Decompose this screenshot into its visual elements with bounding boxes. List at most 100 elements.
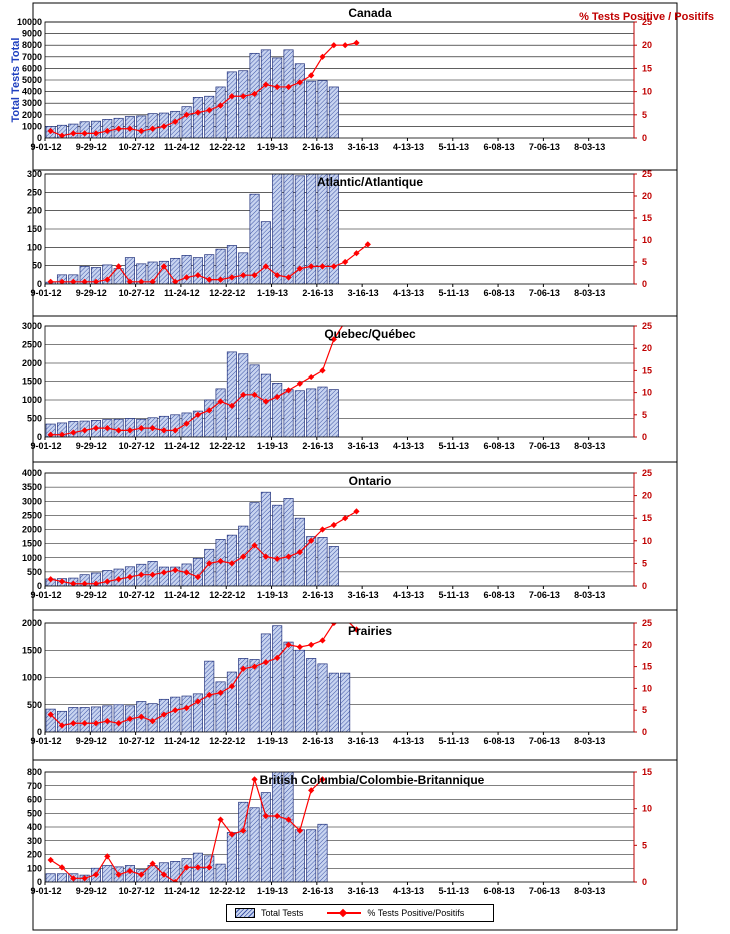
bar [340, 672, 351, 732]
legend-line-swatch [327, 909, 362, 917]
y-tick-label: 600 [27, 795, 42, 805]
chart-title: Canada [348, 6, 392, 20]
y-tick-label: 800 [27, 767, 42, 777]
pct-marker [70, 130, 77, 137]
pct-marker [319, 263, 326, 270]
bar [170, 414, 181, 437]
panel-frame [32, 609, 678, 761]
y-tick-label: 9000 [22, 29, 42, 39]
x-tick-label: 12-22-12 [209, 590, 245, 600]
pct-marker [47, 431, 54, 437]
panel-2: 0 500 1000 1500 2000 2500 3000 0 5 10 15 20 25 9-01-1… [22, 315, 678, 463]
bar [192, 257, 203, 284]
bar [90, 267, 101, 284]
bar [294, 649, 305, 732]
y-tick-label: 0 [37, 279, 42, 289]
x-tick-label: 4-13-13 [393, 288, 424, 298]
y2-tick-label: 15 [642, 767, 652, 777]
pct-marker [240, 553, 247, 560]
x-tick-label: 1-19-13 [257, 736, 288, 746]
pct-marker [262, 398, 269, 405]
bar [192, 410, 203, 437]
legend-item-total-tests: Total Tests [235, 908, 303, 918]
pct-marker [70, 875, 77, 882]
x-tick-label: 3-16-13 [348, 288, 379, 298]
pct-marker [319, 526, 326, 533]
panel-frame [32, 169, 678, 317]
y-tick-label: 10000 [17, 17, 42, 27]
y2-tick-label: 20 [642, 191, 652, 201]
x-tick-label: 10-27-12 [119, 736, 155, 746]
pct-marker [194, 864, 202, 871]
bar [249, 659, 260, 732]
bar [328, 86, 339, 138]
x-tick-label: 8-03-13 [574, 142, 605, 152]
x-tick-label: 7-06-13 [529, 288, 560, 298]
panel-4: 0 500 1000 1500 2000 0 5 10 15 20 25 9-01-12 9-29-12… [22, 609, 678, 761]
pct-marker [104, 578, 111, 585]
y2-tick-label: 20 [642, 640, 652, 650]
bar [226, 245, 237, 284]
x-tick-label: 7-06-13 [529, 441, 560, 451]
y-tick-label: 1000 [22, 395, 42, 405]
pct-marker [115, 576, 122, 583]
pct-series [47, 623, 360, 729]
x-tick-label: 6-08-13 [484, 288, 515, 298]
bar [306, 80, 317, 138]
y2-tick-label: 0 [642, 133, 647, 143]
pct-marker [149, 571, 156, 578]
y-tick-label: 300 [27, 169, 42, 179]
pct-marker [194, 573, 202, 581]
panel-1: 0 50 100 150 200 250 300 0 5 10 15 20 25 9-01-12 9-29-… [27, 169, 678, 317]
y2-tick-label: 25 [642, 169, 652, 179]
pct-marker [126, 125, 134, 132]
x-tick-label: 2-16-13 [302, 142, 333, 152]
bar-series [45, 772, 328, 882]
y2-tick-label: 10 [642, 388, 652, 398]
pct-marker [330, 623, 337, 627]
y-tick-label: 0 [37, 133, 42, 143]
bar [204, 399, 215, 437]
x-tick-label: 1-19-13 [257, 142, 288, 152]
pct-marker [274, 654, 281, 661]
chart-panels: 0100020003000400050006000700080009000100… [10, 2, 714, 931]
y2-tick-label: 0 [642, 581, 647, 591]
pct-marker [285, 387, 292, 394]
pct-marker [296, 827, 303, 834]
x-tick-label: 11-24-12 [164, 590, 200, 600]
bar [306, 174, 317, 284]
pct-marker [92, 130, 100, 137]
x-tick-label: 7-06-13 [529, 142, 560, 152]
bar [283, 174, 294, 284]
pct-marker [228, 93, 236, 100]
y-tick-label: 0 [37, 727, 42, 737]
y-tick-label: 500 [27, 700, 42, 710]
x-tick-label: 12-22-12 [209, 142, 245, 152]
x-tick-label: 1-19-13 [257, 288, 288, 298]
pct-marker [285, 274, 292, 281]
y-tick-label: 500 [27, 808, 42, 818]
pct-marker [115, 125, 122, 132]
bar [249, 364, 260, 437]
x-tick-label: 9-29-12 [76, 736, 107, 746]
bar [204, 548, 215, 586]
bar-series [45, 174, 339, 284]
pct-marker [228, 831, 236, 838]
x-tick-label: 4-13-13 [393, 736, 424, 746]
y-tick-label: 2500 [22, 510, 42, 520]
pct-marker [240, 665, 247, 672]
pct-marker [251, 391, 258, 398]
y-tick-label: 250 [27, 187, 42, 197]
bar [272, 772, 283, 882]
panel-0: 0100020003000400050006000700080009000100… [10, 2, 714, 171]
y-tick-label: 7000 [22, 52, 42, 62]
y-tick-label: 2500 [22, 340, 42, 350]
y-tick-label: 5000 [22, 75, 42, 85]
pct-marker [308, 373, 315, 381]
legend-bars-label: Total Tests [261, 908, 304, 918]
chart-title: British Columbia/Colombie-Britannique [260, 773, 485, 787]
y2-tick-label: 20 [642, 343, 652, 353]
x-tick-label: 10-27-12 [119, 886, 155, 896]
x-tick-label: 9-01-12 [30, 441, 61, 451]
bar [192, 97, 203, 138]
